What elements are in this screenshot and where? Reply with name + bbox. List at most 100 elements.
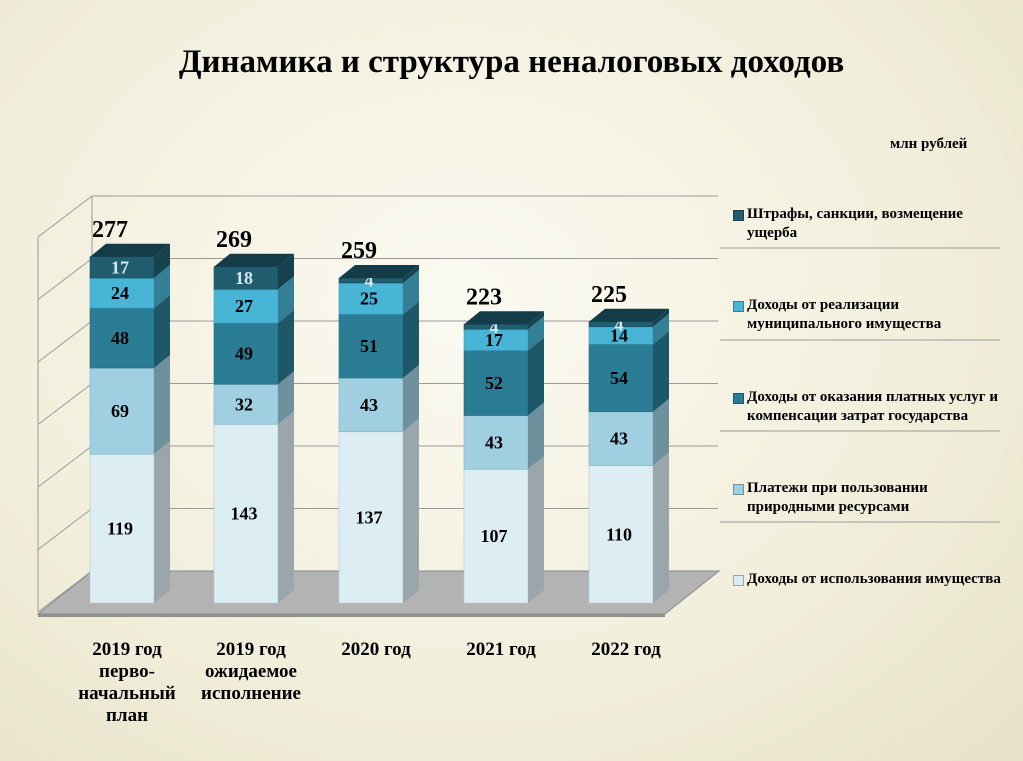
bar-stack: 110 43 54 144 225 xyxy=(588,282,669,604)
bar-segment xyxy=(463,350,529,416)
data-label: 18 xyxy=(235,268,253,288)
data-label: 17 xyxy=(111,257,129,277)
page-title: Динамика и структура неналоговых доходов xyxy=(178,44,845,80)
bar-segment-side xyxy=(154,265,170,308)
bar-segment-side xyxy=(653,398,669,466)
bar-segment-side xyxy=(653,313,669,345)
unit-label: млн рублей xyxy=(890,136,968,152)
bar-segment-side xyxy=(528,337,544,416)
bar-segment-side xyxy=(528,316,544,351)
bar-segment xyxy=(588,343,654,413)
bar-segment xyxy=(89,307,155,369)
gridline-side xyxy=(37,258,93,300)
category-label: 2021 год xyxy=(466,639,536,660)
legend-swatch xyxy=(733,393,744,404)
bar-segment-side xyxy=(528,311,544,330)
bar-segment-side xyxy=(278,253,294,290)
data-label: 119 xyxy=(107,519,133,539)
bar-segment-side xyxy=(278,276,294,323)
bar-segment xyxy=(213,288,279,324)
legend-label: Доходы от оказания платных услуг и компе… xyxy=(747,389,998,424)
gridline-side xyxy=(37,508,93,550)
data-label: 48 xyxy=(111,328,129,348)
data-label: 17 xyxy=(485,330,503,350)
data-label: 51 xyxy=(360,336,378,356)
data-label: 25 xyxy=(360,289,378,309)
bar-segment-side xyxy=(403,301,419,378)
chart-floor-edge xyxy=(38,614,665,617)
bar-segment xyxy=(463,468,529,604)
bar-stack: 119 69 48 24 17 277 xyxy=(89,217,170,604)
data-label: 4 xyxy=(490,317,499,337)
legend-label: Платежи при пользовании природными ресур… xyxy=(747,480,928,515)
total-label: 225 xyxy=(591,282,627,308)
bar-segment-side xyxy=(403,265,419,283)
data-label: 27 xyxy=(235,296,253,316)
gridline-side xyxy=(37,320,93,363)
bar-segment-side xyxy=(653,452,669,603)
bar-segment xyxy=(213,423,279,604)
bar-segment xyxy=(588,465,654,604)
bar-segment xyxy=(338,377,404,433)
data-label: 43 xyxy=(485,432,503,452)
gridline-side xyxy=(37,195,93,238)
bar-segment-side xyxy=(653,331,669,412)
bar-top xyxy=(339,265,419,278)
bar-top xyxy=(214,253,294,267)
data-label: 143 xyxy=(231,504,258,524)
data-label: 43 xyxy=(360,395,378,415)
data-label: 4 xyxy=(615,314,624,334)
bar-segment xyxy=(338,313,404,379)
bar-top xyxy=(464,311,544,325)
gridline-side xyxy=(37,445,93,488)
bar-segment-side xyxy=(278,310,294,385)
data-label: 14 xyxy=(610,326,628,346)
total-label: 269 xyxy=(216,227,252,253)
gridline-side xyxy=(37,383,93,425)
total-label: 223 xyxy=(466,284,502,310)
bar-segment-side xyxy=(154,355,170,455)
category-label: 2019 год перво- начальный план xyxy=(78,639,176,726)
data-label: 52 xyxy=(485,373,503,393)
bar-segment xyxy=(89,367,155,455)
data-label: 49 xyxy=(235,344,253,364)
category-label: 2022 год xyxy=(591,639,661,660)
legend-swatch xyxy=(733,210,744,221)
data-label: 137 xyxy=(356,507,383,527)
category-label: 2020 год xyxy=(341,639,411,660)
bar-segment-side xyxy=(154,295,170,368)
data-label: 107 xyxy=(481,526,508,546)
data-label: 54 xyxy=(610,368,628,388)
legend-swatch xyxy=(733,484,744,495)
data-label: 69 xyxy=(111,401,129,421)
bar-segment xyxy=(338,431,404,604)
legend-label: Штрафы, санкции, возмещение ущерба xyxy=(747,206,963,241)
category-label: 2019 год ожидаемое исполнение xyxy=(201,639,301,704)
bar-segment-side xyxy=(278,371,294,425)
bar-segment-side xyxy=(278,411,294,603)
data-label: 43 xyxy=(610,429,628,449)
legend-swatch xyxy=(733,301,744,312)
data-label: 4 xyxy=(365,271,374,291)
legend-label: Доходы от реализации муниципального имущ… xyxy=(747,297,942,332)
bar-stack: 137 43 51 254 259 xyxy=(338,238,419,604)
bar-segment-side xyxy=(528,402,544,470)
legend-label: Доходы от использования имущества xyxy=(747,571,1001,587)
bar-segment xyxy=(463,415,529,470)
bar-segment-side xyxy=(528,456,544,603)
bar-segment xyxy=(588,411,654,466)
bar-stack: 143 32 49 27 18 269 xyxy=(213,227,294,604)
data-label: 24 xyxy=(111,283,129,303)
bar-segment xyxy=(213,383,279,425)
bar-segment xyxy=(213,322,279,385)
bar-segment-side xyxy=(403,365,419,432)
bar-stack: 107 43 52 174 223 xyxy=(463,284,544,604)
bar-segment-side xyxy=(154,441,170,603)
bar-segment-side xyxy=(403,270,419,315)
bar-top xyxy=(589,308,669,322)
bar-segment-side xyxy=(403,418,419,603)
legend-swatch xyxy=(733,575,744,586)
bar-segment xyxy=(89,277,155,309)
bar-segment-side xyxy=(653,308,669,327)
